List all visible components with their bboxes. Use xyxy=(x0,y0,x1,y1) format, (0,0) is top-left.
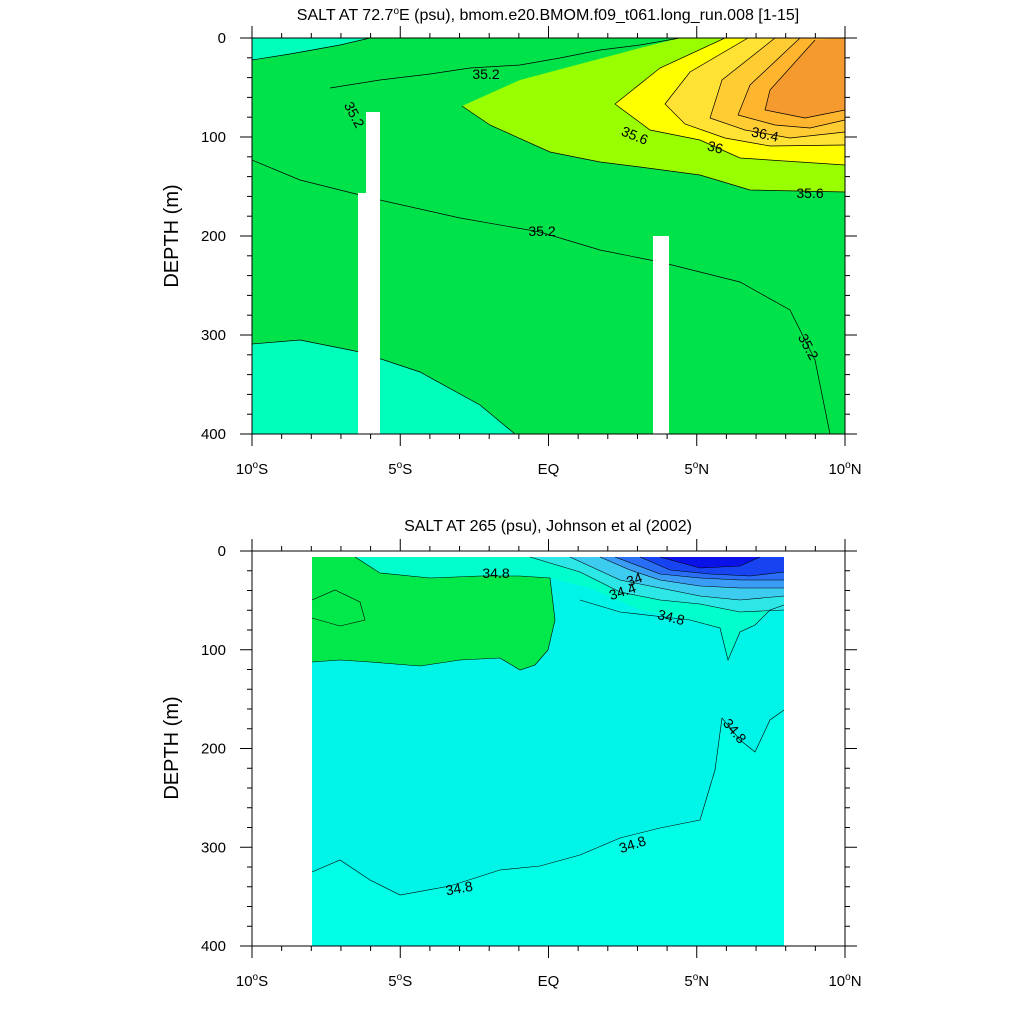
chart-title: SALT AT 265 (psu), Johnson et al (2002) xyxy=(404,518,692,535)
y-tick-label: 0 xyxy=(218,543,226,560)
contour-label: 34.8 xyxy=(444,878,474,899)
y-tick-label: 400 xyxy=(201,426,226,443)
contour-label: 35.2 xyxy=(472,66,499,82)
contour-fill-area xyxy=(311,556,785,946)
y-tick-label: 200 xyxy=(201,228,226,245)
fill-surface-lt-35.0 xyxy=(252,38,370,60)
fill-lt-33.6 xyxy=(660,557,760,568)
fill-gt-35.0 xyxy=(312,557,555,670)
contour-lines xyxy=(311,556,785,896)
y-tick-label: 100 xyxy=(201,642,226,659)
y-axis-label: DEPTH (m) xyxy=(161,696,183,799)
x-tick-label: 5oN xyxy=(684,460,709,478)
y-tick-label: 100 xyxy=(201,129,226,146)
contour-label: 34.8 xyxy=(656,606,687,628)
x-tick-label: 10oS xyxy=(236,972,268,990)
y-axis-label: DEPTH (m) xyxy=(161,184,183,287)
missing-data-bar xyxy=(366,112,380,434)
axis-ticks: 0 100 200 300 400 10oS 5oS EQ 5oN 10oN xyxy=(201,26,862,478)
x-tick-label: EQ xyxy=(538,973,560,990)
missing-data-bar xyxy=(653,236,669,434)
fill-deep-lt-35.0 xyxy=(252,340,515,434)
y-tick-label: 300 xyxy=(201,839,226,856)
y-tick-label: 400 xyxy=(201,938,226,955)
contour-fill-area xyxy=(252,38,845,434)
x-tick-label: 10oS xyxy=(236,460,268,478)
contour-label: 35.2 xyxy=(528,223,555,239)
y-tick-label: 0 xyxy=(218,30,226,47)
x-tick-label: EQ xyxy=(538,461,560,478)
contour-label: 35.6 xyxy=(796,185,823,201)
y-tick-label: 300 xyxy=(201,327,226,344)
fill-gt-36.4 xyxy=(765,38,845,118)
chart-title: SALT AT 72.7oE (psu), bmom.e20.BMOM.f09_… xyxy=(297,6,799,24)
axis-ticks: 0 100 200 300 400 10oS 5oS EQ 5oN 10oN xyxy=(201,539,862,990)
x-tick-label: 10oN xyxy=(828,972,861,990)
contour-label: 36.4 xyxy=(750,123,780,144)
panel-bottom: SALT AT 265 (psu), Johnson et al (2002) xyxy=(161,518,862,990)
x-tick-label: 5oS xyxy=(388,972,412,990)
contour-label: 36 xyxy=(706,137,725,157)
y-tick-label: 200 xyxy=(201,741,226,758)
missing-data-bar xyxy=(358,193,368,434)
contour-labels: 35.2 35.2 35.6 36 36.4 35.6 35.2 35.2 xyxy=(341,66,824,363)
contour-lines xyxy=(252,38,845,434)
contour-label: 34 xyxy=(624,569,644,589)
fill-34.6-34.8-deep xyxy=(312,710,784,946)
contour-label: 34.8 xyxy=(482,565,509,581)
x-tick-label: 5oS xyxy=(388,460,412,478)
x-tick-label: 10oN xyxy=(828,460,861,478)
x-tick-label: 5oN xyxy=(684,972,709,990)
panel-top: SALT AT 72.7oE (psu), bmom.e20.BMOM.f09_… xyxy=(161,6,862,478)
